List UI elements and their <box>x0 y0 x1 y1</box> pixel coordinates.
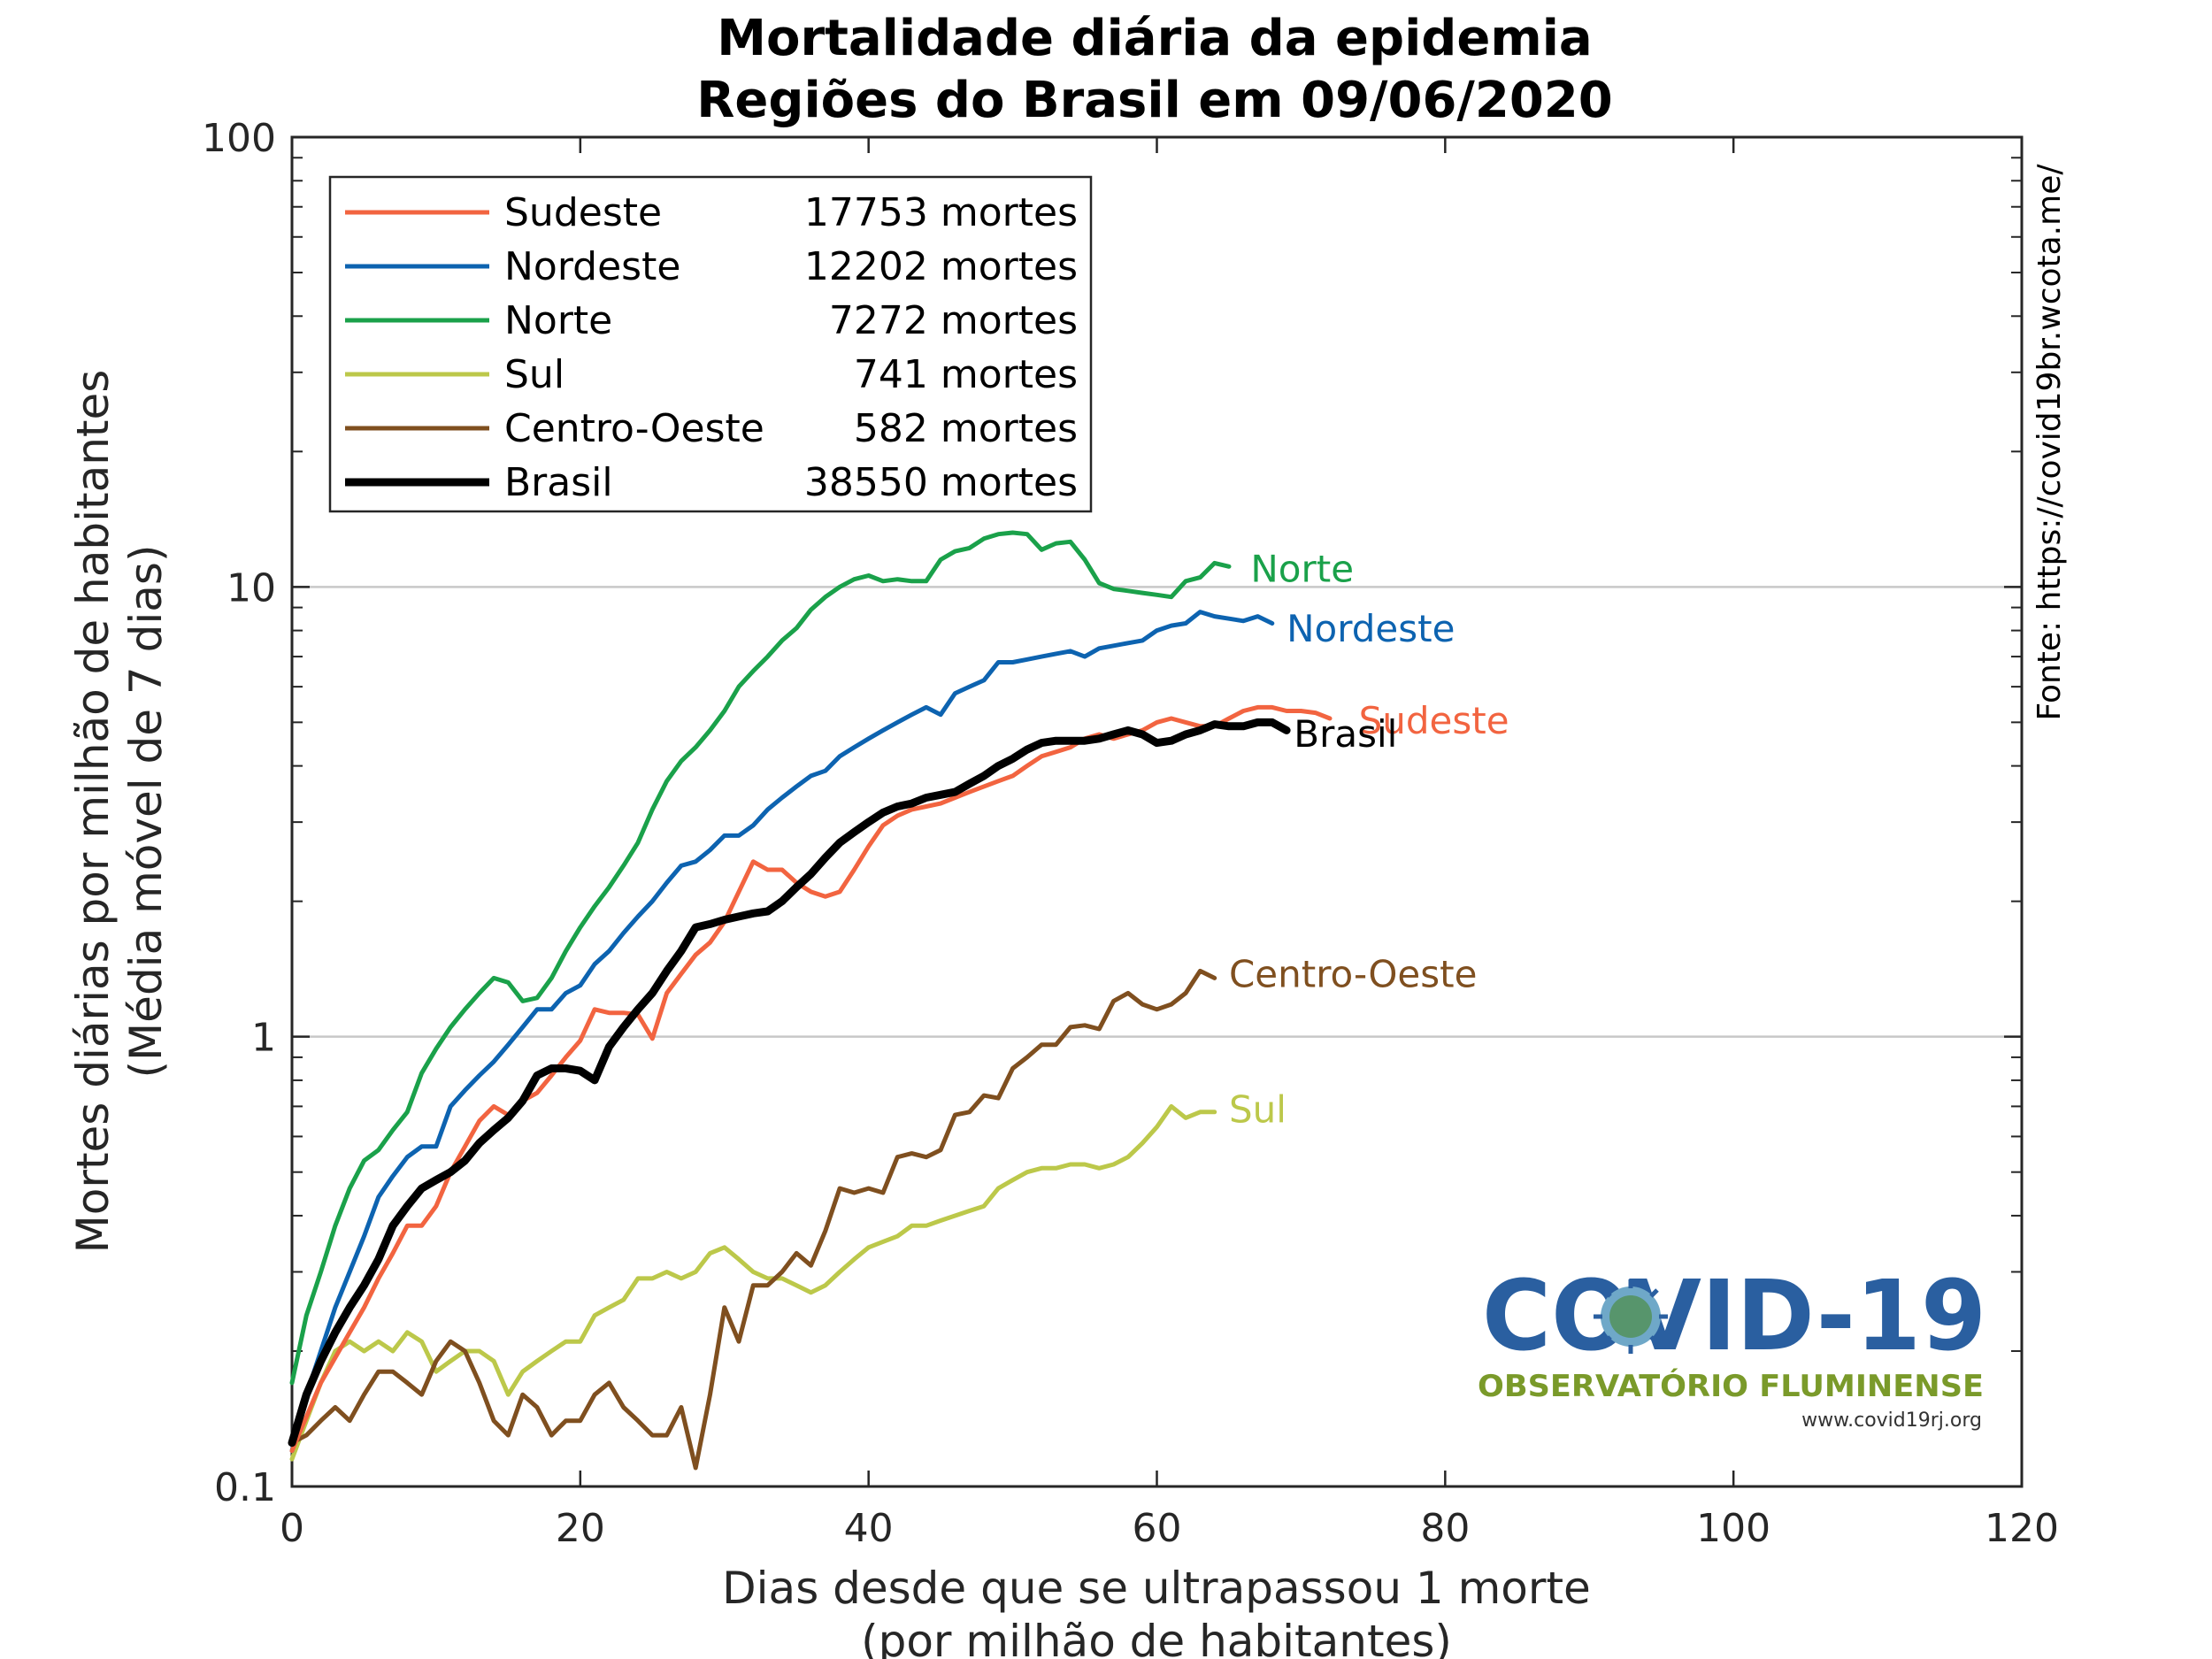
y-axis-label-sub: (Média móvel de 7 dias) <box>120 545 172 1079</box>
series-line-sudeste <box>289 704 1333 1454</box>
legend-deaths-count: 17753 mortes <box>804 190 1078 235</box>
legend-deaths-count: 38550 mortes <box>804 460 1078 505</box>
x-axis-label: Dias desde que se ultrapassou 1 morte <box>722 1563 1591 1614</box>
legend-series-name: Brasil <box>504 460 613 505</box>
end-label-sul: Sul <box>1229 1088 1286 1132</box>
x-axis-label-sub: (por milhão de habitantes) <box>861 1616 1452 1659</box>
x-tick-label: 20 <box>556 1506 605 1551</box>
series-line-sul <box>289 1103 1217 1462</box>
legend-series-name: Norte <box>504 298 612 343</box>
series-group <box>288 530 1333 1471</box>
logo-subtitle: OBSERVATÓRIO FLUMINENSE <box>1478 1368 1984 1404</box>
legend-box <box>328 175 1093 513</box>
x-tick-label: 0 <box>280 1506 304 1551</box>
virus-icon <box>1594 1279 1668 1354</box>
legend-series-name: Sudeste <box>504 190 662 235</box>
end-label-sudeste: Sudeste <box>1359 699 1509 742</box>
end-label-norte: Norte <box>1250 547 1354 590</box>
series-line-brasil <box>288 718 1291 1448</box>
legend-series-name: Nordeste <box>504 244 680 289</box>
x-tick-label: 100 <box>1696 1506 1770 1551</box>
legend-series-name: Sul <box>504 352 565 397</box>
x-tick-label: 60 <box>1133 1506 1182 1551</box>
legend-deaths-count: 741 mortes <box>854 352 1078 397</box>
x-tick-label: 80 <box>1420 1506 1470 1551</box>
y-tick-label: 0.1 <box>214 1465 276 1510</box>
axis-ticks: 0 20 40 60 80 100 120 0.1 1 10 100 <box>202 116 2059 1551</box>
x-tick-label: 120 <box>1985 1506 2059 1551</box>
legend-deaths-count: 582 mortes <box>854 406 1078 451</box>
y-axis-label: Mortes diárias por milhão de habitantes <box>67 370 119 1254</box>
chart-title: Mortalidade diária da epidemia <box>717 10 1592 67</box>
source-note: Fonte: https://covid19br.wcota.me/ <box>2032 164 2068 721</box>
covid-logo: COVID-19 OBSERVATÓRIO FLUMINENSE www.cov… <box>1478 1259 1986 1432</box>
logo-title: COVID-19 <box>1482 1259 1986 1372</box>
end-label-nordeste: Nordeste <box>1286 607 1455 650</box>
chart-subtitle: Regiões do Brasil em 09/06/2020 <box>696 72 1612 129</box>
end-label-centro-oeste: Centro-Oeste <box>1229 953 1478 996</box>
series-line-norte <box>289 530 1232 1386</box>
series-line-centro-oeste <box>289 968 1217 1471</box>
y-tick-label: 10 <box>227 565 276 611</box>
y-tick-label: 100 <box>202 116 276 161</box>
plot-area-frame <box>290 135 2024 1488</box>
legend-deaths-count: 12202 mortes <box>804 244 1078 289</box>
legend-deaths-count: 7272 mortes <box>829 298 1078 343</box>
legend: Sudeste 17753 mortes Nordeste 12202 mortes N… <box>328 175 1093 513</box>
logo-url: www.covid19rj.org <box>1801 1409 1982 1432</box>
y-tick-label: 1 <box>251 1016 276 1061</box>
end-label-brasil: Brasil <box>1294 712 1397 756</box>
series-line-nordeste <box>289 610 1275 1454</box>
x-tick-label: 40 <box>844 1506 894 1551</box>
legend-series-name: Centro-Oeste <box>504 406 764 451</box>
